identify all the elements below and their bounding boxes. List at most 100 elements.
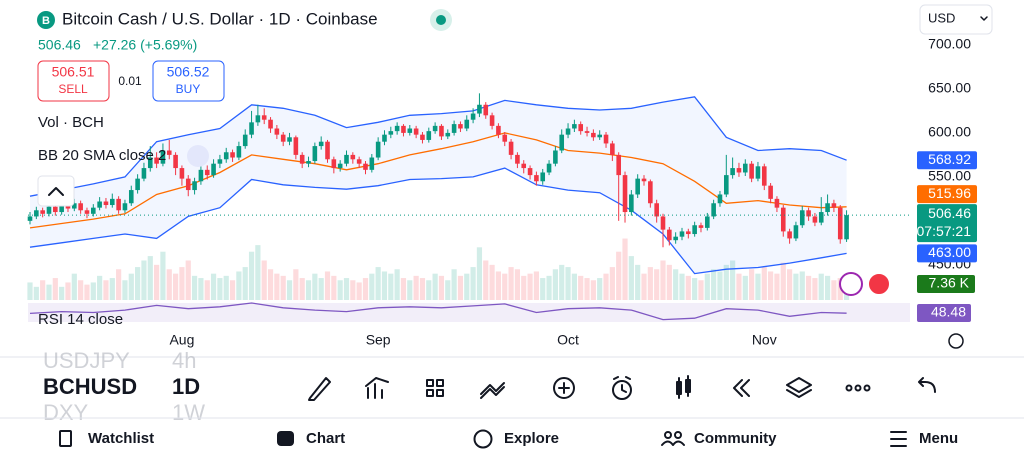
volume-bar (312, 273, 318, 300)
volume-bar (147, 256, 153, 300)
interval[interactable]: 4h (172, 348, 196, 373)
candle-body (413, 128, 419, 135)
indicator-visibility[interactable] (187, 145, 209, 167)
volume-bar (381, 271, 388, 300)
volume-bar (565, 267, 571, 300)
coin-glyph: B (42, 15, 50, 27)
explore-icon[interactable] (473, 429, 493, 449)
candle-body (97, 201, 102, 208)
sell-price: 506.51 (52, 64, 95, 80)
volume-bar (97, 275, 103, 300)
volume-bar (711, 269, 717, 300)
candle-body (388, 131, 394, 135)
market-status-dot (436, 15, 446, 25)
volume-bar (755, 273, 761, 300)
volume-bar (685, 275, 691, 300)
candle-body (825, 203, 830, 213)
volume-bar (805, 275, 812, 300)
candle-body (540, 172, 546, 182)
buy-button[interactable] (152, 60, 225, 102)
candle-body (109, 198, 115, 206)
volume-bar (210, 273, 217, 300)
volume-bar (641, 273, 647, 300)
candle-body (255, 115, 261, 123)
indicator-label[interactable]: Vol · BCH (38, 114, 104, 131)
layers-tool[interactable] (786, 377, 812, 398)
settings-icon[interactable] (948, 333, 964, 349)
candle-body (420, 134, 425, 140)
volume-bar (236, 271, 242, 300)
candle-body (812, 216, 818, 223)
candle-body (135, 178, 140, 191)
collapse-button[interactable] (37, 175, 75, 207)
symbol-list: USDJPY 4h BCHUSD 1D DXY 1W (43, 348, 205, 425)
candle-body (458, 124, 463, 129)
nav-item[interactable]: Explore (504, 430, 559, 447)
volume-bar (742, 275, 748, 300)
symbol[interactable]: BCHUSD (43, 374, 137, 399)
rsi-line (29, 302, 847, 321)
candle-body (318, 141, 324, 147)
menu-icon[interactable] (890, 431, 907, 447)
add-tool[interactable] (553, 377, 575, 399)
symbol-title[interactable]: Bitcoin Cash / U.S. Dollar · 1D · Coinba… (62, 9, 378, 28)
volume-bar (660, 260, 666, 300)
x-tick-label: Sep (366, 332, 391, 348)
indicator-label[interactable]: RSI 14 close (38, 311, 123, 328)
chart-icon[interactable] (277, 431, 294, 446)
volume-bar (217, 278, 223, 300)
candle-body (84, 210, 90, 214)
alert-tool[interactable] (612, 376, 632, 400)
nav-item[interactable]: Community (694, 430, 777, 447)
volume-bar (514, 269, 521, 300)
candle-body (806, 210, 811, 217)
indicators-tool[interactable] (365, 377, 389, 399)
candle-body (223, 152, 229, 160)
candle-body (667, 229, 672, 241)
community-icon[interactable] (661, 431, 685, 446)
layout-tool[interactable] (426, 379, 444, 397)
last-price: 506.46 (38, 37, 81, 53)
symbol[interactable]: DXY (43, 400, 89, 425)
compare-tool[interactable] (480, 382, 505, 399)
volume-bar (394, 269, 400, 300)
more-tool[interactable] (845, 384, 871, 392)
event-icon[interactable] (867, 272, 891, 296)
volume-bar (109, 278, 115, 300)
candle-body (154, 157, 159, 164)
nav-item[interactable]: Menu (919, 430, 958, 447)
replay-tool[interactable] (733, 379, 750, 397)
symbol[interactable]: USDJPY (43, 348, 130, 373)
candle-body (363, 163, 368, 170)
draw-tool[interactable] (308, 377, 331, 401)
candle-body (603, 134, 609, 144)
sell-button[interactable] (37, 60, 110, 102)
currency-select[interactable] (919, 4, 993, 35)
price-tag (917, 204, 977, 243)
event-icon[interactable] (839, 272, 863, 296)
indicator-label[interactable]: BB 20 SMA close 2 (38, 147, 166, 164)
undo[interactable] (918, 377, 936, 393)
nav-item[interactable]: Watchlist (88, 430, 154, 447)
candle-body (654, 203, 659, 217)
interval[interactable]: 1D (172, 374, 200, 399)
candle-body (761, 166, 767, 186)
watchlist-icon[interactable] (59, 430, 72, 447)
interval[interactable]: 1W (172, 400, 205, 425)
candle-body (204, 169, 210, 176)
nav-item[interactable]: Chart (306, 430, 345, 447)
price-tag (917, 244, 977, 263)
volume-bar (299, 278, 305, 300)
candle-body (565, 128, 571, 135)
volume-bar (464, 273, 470, 300)
candle-body (787, 231, 792, 239)
volume-bar (293, 269, 299, 300)
volume-bar (426, 280, 432, 300)
chart-type-tool[interactable] (676, 375, 691, 399)
volume-bar (603, 273, 609, 300)
volume-bar (318, 278, 324, 300)
volume-bar (508, 267, 514, 300)
candle-body (635, 178, 640, 195)
band-lower (29, 167, 847, 275)
